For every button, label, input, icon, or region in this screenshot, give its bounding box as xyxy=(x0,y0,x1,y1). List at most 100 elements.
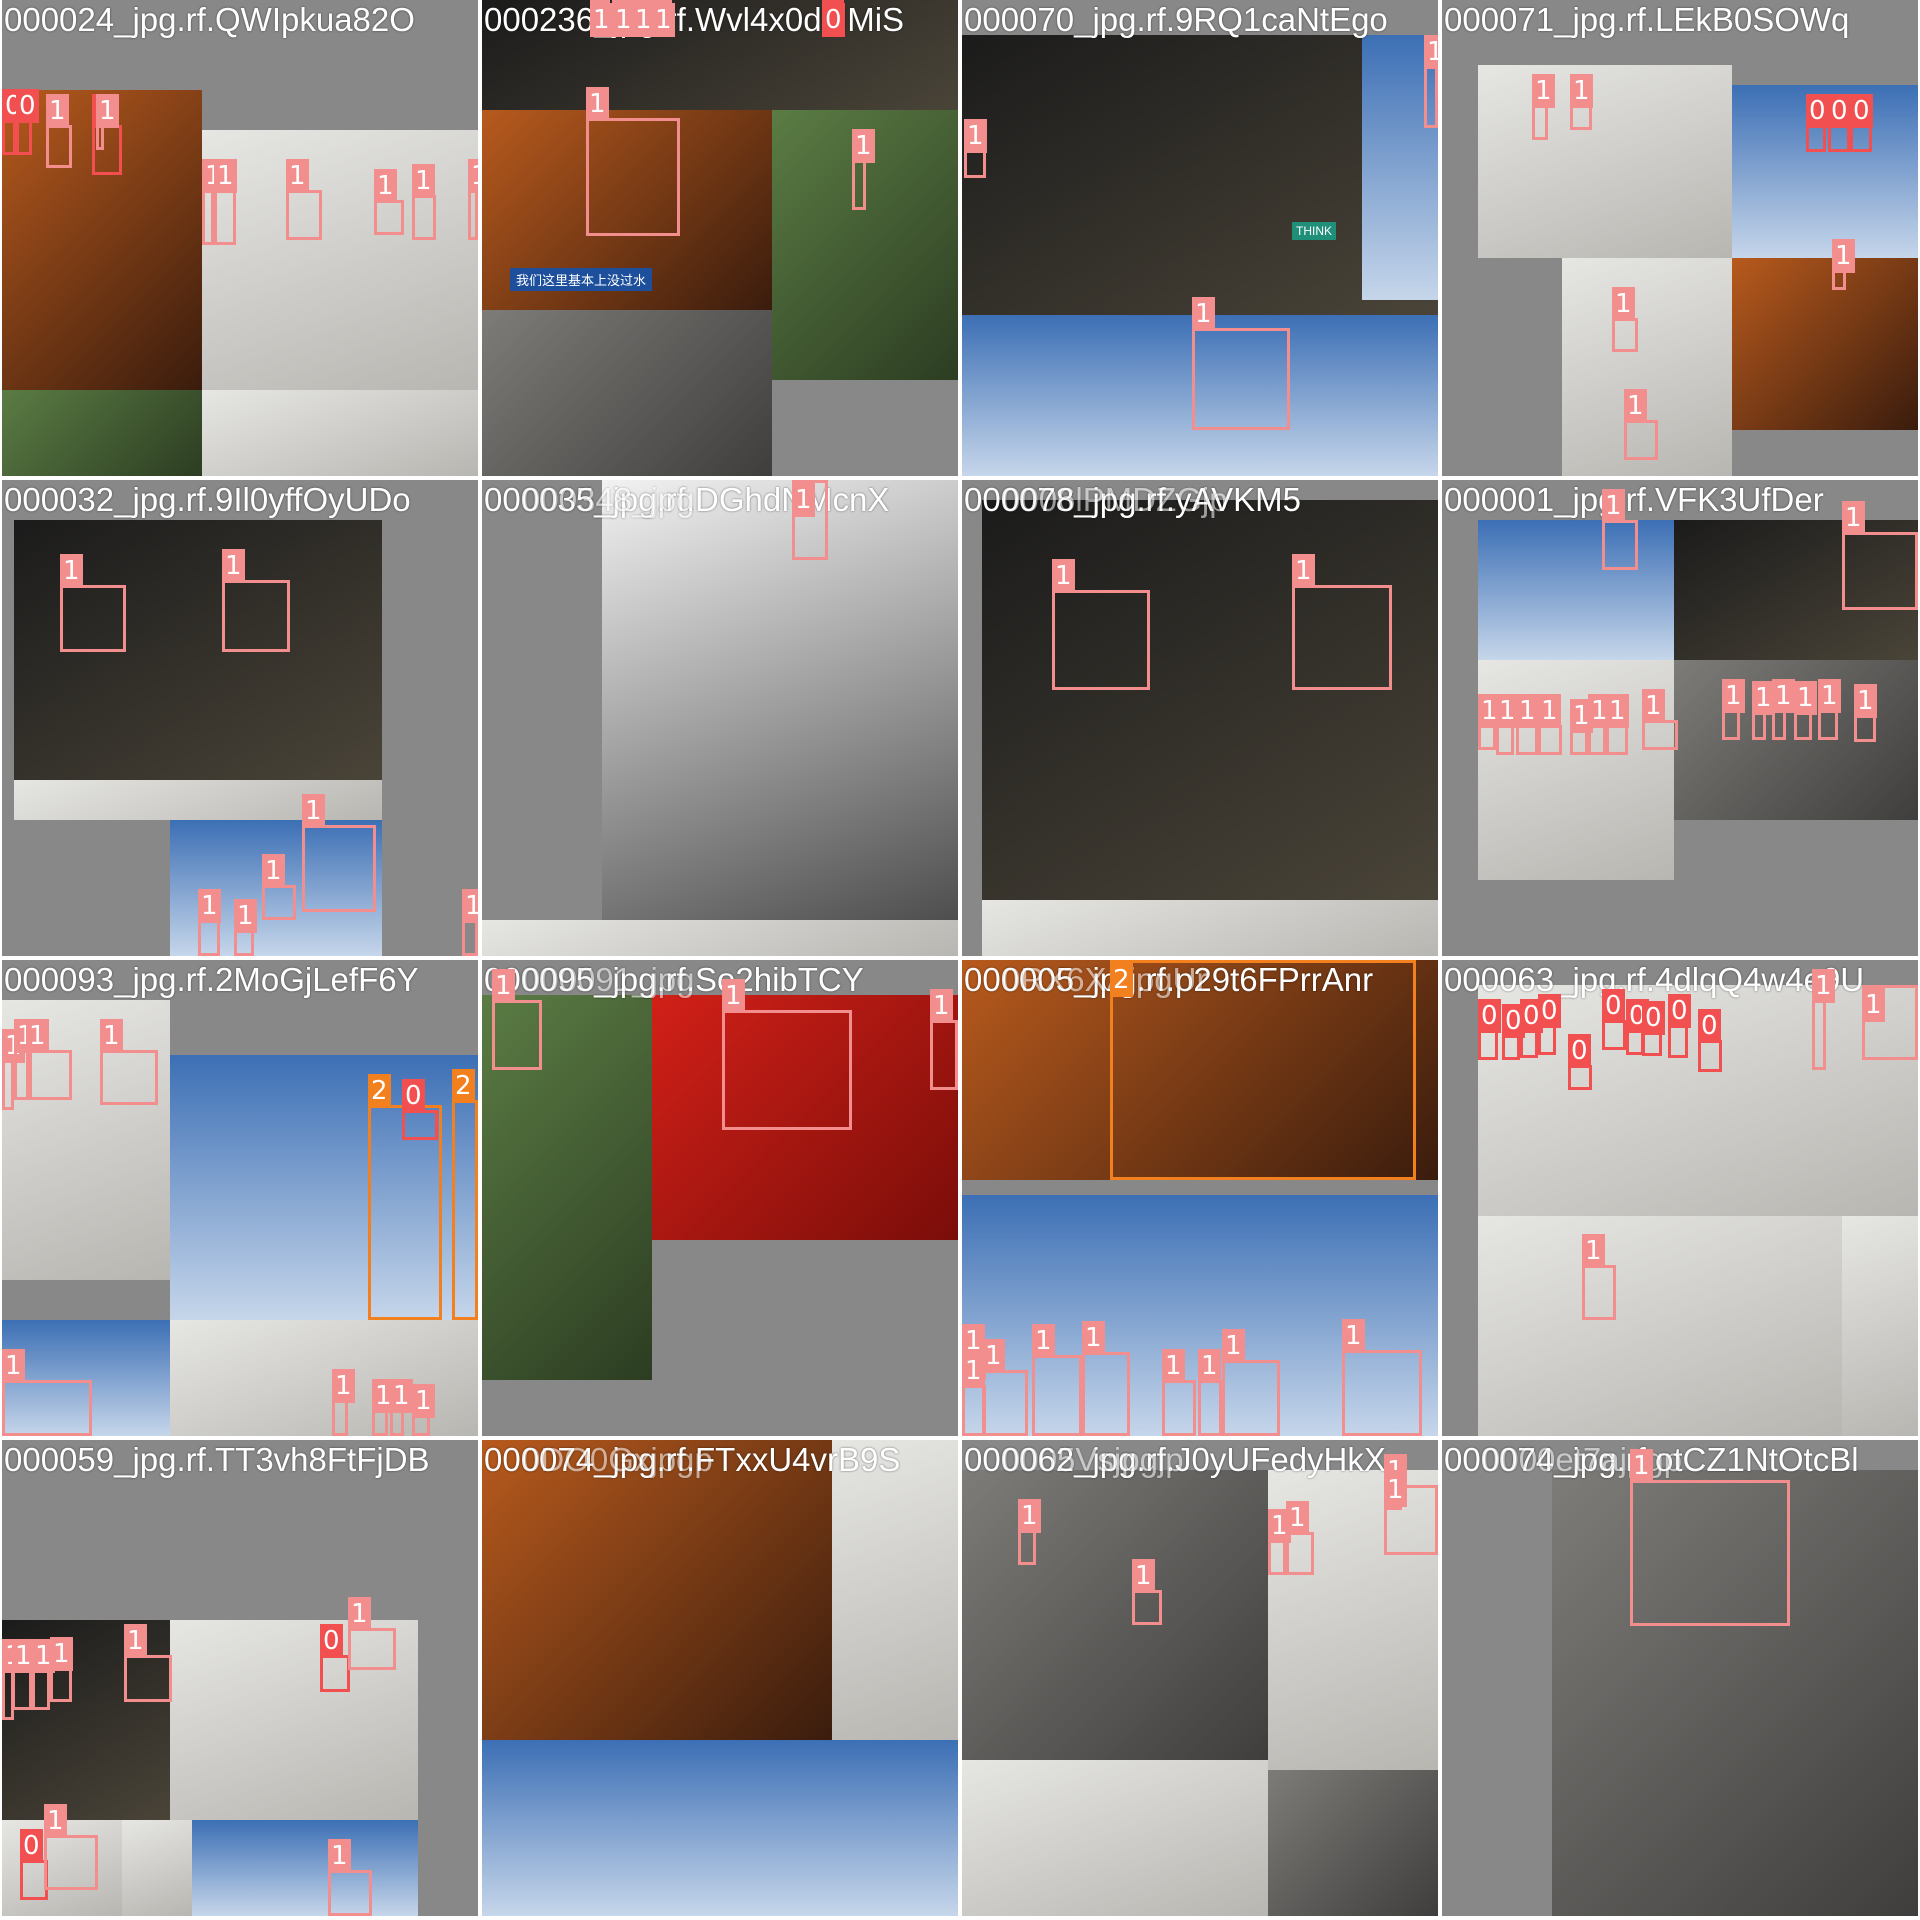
detection-box-class-1: 1 xyxy=(590,0,613,37)
detection-class-label: 1 xyxy=(60,554,83,588)
detection-box-class-1: 1 xyxy=(1570,699,1593,755)
photo-crop xyxy=(482,995,652,1380)
detection-box-class-1: 1 xyxy=(462,889,478,956)
detection-class-label: 1 xyxy=(964,119,987,153)
photo-crop xyxy=(652,995,958,1240)
detection-box-class-0: 0 xyxy=(1698,1009,1722,1072)
tile-filename: 000095_jpg.rf.So2hibTCY xyxy=(484,961,864,998)
detection-box-class-1: 1 xyxy=(964,119,987,178)
photo-crop xyxy=(962,1760,1268,1916)
detection-box-class-1: 1 xyxy=(1268,1509,1291,1575)
detection-class-label: 0 xyxy=(1602,989,1625,1023)
tile-overlap-filename: 000091_jpg xyxy=(522,961,695,998)
photo-crop xyxy=(482,310,772,476)
detection-box-class-1: 1 xyxy=(1832,239,1855,290)
detection-box-class-0: 0 xyxy=(320,1624,350,1692)
photo-crop xyxy=(14,780,382,820)
detection-box-class-1: 1 xyxy=(96,94,119,150)
mosaic-tile: 1 1 0 0 0 1 1 1 000071_jpg.rf.LEkB0SOWq xyxy=(1442,0,1918,476)
detection-class-label: 1 xyxy=(214,159,237,193)
detection-box-class-1: 1 xyxy=(1292,554,1392,690)
detection-box-class-1: 1 xyxy=(214,159,237,245)
mosaic-tile: 1111101011000059_jpg.rf.TT3vh8FtFjDB xyxy=(2,1440,478,1916)
detection-box-class-1: 1 xyxy=(852,129,875,210)
detection-box-class-1: 1 xyxy=(1516,694,1539,755)
mosaic-tile: 111120211111000093_jpg.rf.2MoGjLefF6Y xyxy=(2,960,478,1436)
detection-box-class-1: 1 xyxy=(1032,1324,1082,1436)
detection-class-label: 1 xyxy=(332,1369,355,1403)
detection-class-label: 1 xyxy=(1162,1349,1185,1383)
detection-box-class-1: 1 xyxy=(50,1637,73,1702)
photo-crop xyxy=(962,1470,1268,1760)
detection-class-label: 0 xyxy=(16,89,39,123)
detection-box-class-0: 0 xyxy=(1478,999,1501,1060)
photo-crop xyxy=(482,1740,958,1916)
detection-class-label: 1 xyxy=(1862,988,1885,1022)
detection-box-class-1: 1 xyxy=(632,0,655,37)
photo-crop xyxy=(192,1820,418,1916)
photo-crop xyxy=(832,1440,958,1740)
tile-overlap-filename: 000348_jpg xyxy=(522,481,695,518)
detection-class-label: 1 xyxy=(586,87,609,121)
detection-class-label: 1 xyxy=(1032,1324,1055,1358)
detection-box-class-1: 1 xyxy=(2,1349,92,1436)
detection-box-class-1: 1 xyxy=(1602,489,1638,570)
detection-box-class-1: 1 xyxy=(26,1019,72,1100)
photo-crop xyxy=(170,820,382,956)
photo-crop xyxy=(1478,520,1674,660)
detection-class-label: 1 xyxy=(962,1324,985,1358)
detection-class-label: 1 xyxy=(1642,689,1665,723)
detection-box-class-1: 1 xyxy=(390,1379,413,1436)
tile-filename: 000093_jpg.rf.2MoGjLefF6Y xyxy=(4,961,419,998)
detection-class-label: 1 xyxy=(1222,1329,1245,1363)
photo-crop xyxy=(1478,1216,1842,1436)
photo-crop xyxy=(482,920,958,956)
detection-class-label: 1 xyxy=(12,1639,35,1673)
detection-class-label: 1 xyxy=(374,169,397,203)
detection-box-class-1: 1 xyxy=(1496,694,1519,755)
detection-class-label: 1 xyxy=(198,889,221,923)
mosaic-tile: 1 1 1 1 1 1 000062_jpg.rf.J0yUFedyHkX 0005Vsjpg… xyxy=(962,1440,1438,1916)
detection-class-label: 1 xyxy=(962,1354,985,1388)
detection-box-class-0: 0 xyxy=(1602,989,1626,1050)
detection-class-label: 1 xyxy=(1478,694,1501,728)
detection-box-class-1: 1 xyxy=(1192,297,1290,430)
detection-class-label: 0 xyxy=(402,1079,425,1113)
detection-box-class-0: 0 xyxy=(1806,94,1829,152)
detection-box-class-1: 1 xyxy=(792,480,828,560)
detection-class-label: 1 xyxy=(632,3,655,37)
detection-box-class-1: 1 xyxy=(328,1839,372,1916)
photo-crop xyxy=(982,500,1438,900)
detection-box-class-1: 1 xyxy=(722,979,852,1130)
detection-box-class-1: 1 xyxy=(100,1019,158,1105)
detection-class-label: 1 xyxy=(462,889,478,923)
detection-class-label: 1 xyxy=(1292,554,1315,588)
detection-class-label: 1 xyxy=(96,94,119,128)
photo-crop xyxy=(1674,520,1918,660)
mosaic-tile: 0 0 0 0 0 0 0 0 0 0 1 1 1 000063_jpg.rf.4dlqQ4w4e9U xyxy=(1442,960,1918,1436)
detection-class-label: 1 xyxy=(372,1379,395,1413)
detection-box-class-1: 1 xyxy=(202,159,225,245)
detection-class-label: 1 xyxy=(1052,559,1075,593)
detection-class-label: 1 xyxy=(1082,1321,1105,1355)
detection-box-class-1: 1 xyxy=(652,0,675,37)
detection-class-label: 1 xyxy=(390,1379,413,1413)
detection-class-label: 1 xyxy=(1602,489,1625,523)
detection-box-class-1: 1 xyxy=(1532,74,1555,140)
detection-class-label: 1 xyxy=(50,1637,73,1671)
mosaic-tile: 1 1 1 1 1 1 1 000032_jpg.rf.9Il0yffOyUDo xyxy=(2,480,478,956)
tile-overlap-filename: 0006lPMDZGjp xyxy=(1002,481,1228,518)
tile-filename: 000059_jpg.rf.TT3vh8FtFjDB xyxy=(4,1441,430,1478)
detection-box-class-1: 1 xyxy=(1818,679,1841,740)
think-sign: THINK xyxy=(1292,222,1336,240)
photo-crop xyxy=(2,390,202,476)
detection-class-label: 1 xyxy=(1516,694,1539,728)
detection-box-class-1: 1 xyxy=(1812,969,1835,1070)
detection-class-label: 1 xyxy=(468,159,478,193)
detection-class-label: 1 xyxy=(1018,1499,1041,1533)
mosaic-tile: 1 000035_jpg.rf.DGhdNMcnX 000348_jpg xyxy=(482,480,958,956)
detection-box-class-1: 1 xyxy=(1582,1234,1616,1320)
detection-class-label: 1 xyxy=(612,3,635,37)
detection-box-class-1: 1 xyxy=(1752,681,1775,740)
photo-crop xyxy=(1268,1770,1438,1916)
